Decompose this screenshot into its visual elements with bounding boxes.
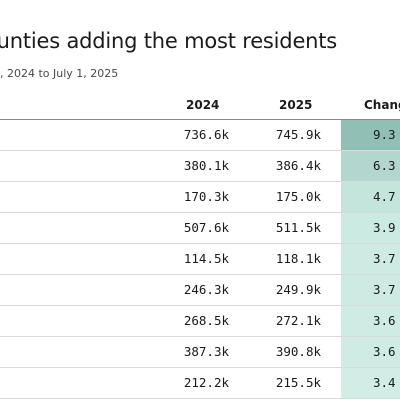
cell-change-value: 3.9: [373, 220, 396, 235]
table-row: 114.5k 118.1k 3.7: [0, 244, 400, 275]
cell-change: 3.6: [341, 337, 400, 367]
cell-change-value: 3.6: [373, 313, 396, 328]
table-row: 268.5k 272.1k 3.6: [0, 306, 400, 337]
cell-2024: 380.1k: [183, 158, 229, 173]
cell-change: 9.3: [341, 120, 400, 150]
cell-change-value: 6.3: [373, 158, 396, 173]
page-title: ounties adding the most residents: [0, 29, 338, 53]
cell-2024: 114.5k: [183, 251, 229, 266]
data-table-body: 736.6k 745.9k 9.3 380.1k 386.4k 6.3 170.…: [0, 120, 400, 399]
cell-2024: 507.6k: [183, 220, 229, 235]
cell-2025: 175.0k: [275, 189, 321, 204]
column-header-change: Chang: [364, 98, 400, 112]
cell-change-value: 4.7: [373, 189, 396, 204]
cell-change: 3.4: [341, 368, 400, 398]
cell-2025: 745.9k: [275, 127, 321, 142]
table-row: 212.2k 215.5k 3.4: [0, 368, 400, 399]
cell-2024: 268.5k: [183, 313, 229, 328]
cell-change-value: 3.6: [373, 344, 396, 359]
table-row: 170.3k 175.0k 4.7: [0, 182, 400, 213]
cell-change: 4.7: [341, 182, 400, 212]
cell-2024: 212.2k: [183, 375, 229, 390]
cell-2025: 215.5k: [275, 375, 321, 390]
cell-2024: 170.3k: [183, 189, 229, 204]
cell-2025: 272.1k: [275, 313, 321, 328]
table-row: 736.6k 745.9k 9.3: [0, 120, 400, 151]
cell-2024: 736.6k: [183, 127, 229, 142]
page-subtitle: 1, 2024 to July 1, 2025: [0, 67, 119, 80]
cell-2025: 390.8k: [275, 344, 321, 359]
cell-change: 6.3: [341, 151, 400, 181]
table-row: 380.1k 386.4k 6.3: [0, 151, 400, 182]
cell-2025: 511.5k: [275, 220, 321, 235]
table-row: 387.3k 390.8k 3.6: [0, 337, 400, 368]
cell-2024: 387.3k: [183, 344, 229, 359]
cell-change: 3.7: [341, 275, 400, 305]
cell-2025: 249.9k: [275, 282, 321, 297]
column-header-2024: 2024: [186, 98, 220, 112]
cell-2025: 118.1k: [275, 251, 321, 266]
cell-change: 3.7: [341, 244, 400, 274]
header-divider: [0, 119, 400, 120]
cell-change-value: 3.7: [373, 251, 396, 266]
cell-change: 3.9: [341, 213, 400, 243]
cell-change: 3.6: [341, 306, 400, 336]
table-row: 507.6k 511.5k 3.9: [0, 213, 400, 244]
table-row: 246.3k 249.9k 3.7: [0, 275, 400, 306]
cell-2024: 246.3k: [183, 282, 229, 297]
cell-change-value: 9.3: [373, 127, 396, 142]
cell-2025: 386.4k: [275, 158, 321, 173]
cell-change-value: 3.7: [373, 282, 396, 297]
cell-change-value: 3.4: [373, 375, 396, 390]
column-header-2025: 2025: [279, 98, 313, 112]
